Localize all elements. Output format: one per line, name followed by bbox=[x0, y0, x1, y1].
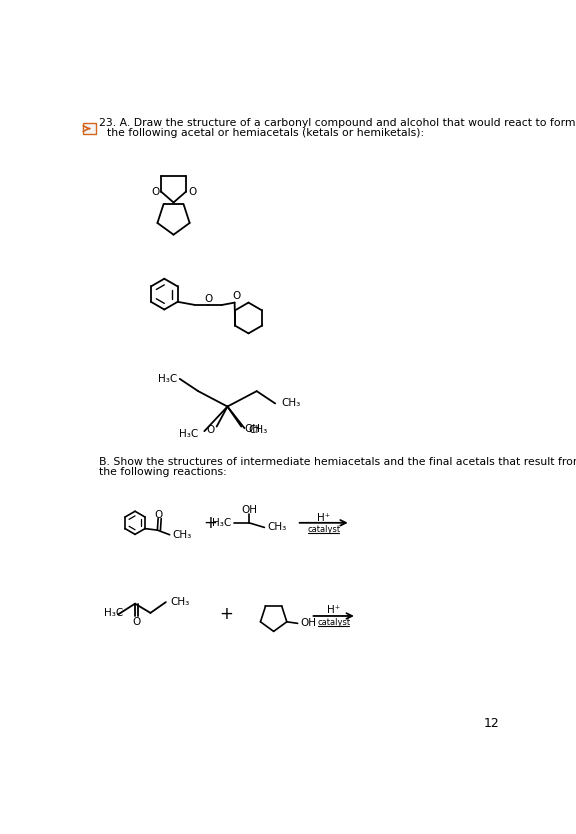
FancyBboxPatch shape bbox=[84, 123, 96, 134]
Text: O: O bbox=[206, 425, 215, 435]
Text: O: O bbox=[232, 291, 240, 301]
Text: H⁺: H⁺ bbox=[327, 605, 340, 615]
Text: the following acetal or hemiacetals (ketals or hemiketals):: the following acetal or hemiacetals (ket… bbox=[107, 128, 425, 138]
Text: the following reactions:: the following reactions: bbox=[99, 467, 226, 477]
Text: CH₃: CH₃ bbox=[172, 530, 192, 540]
Text: OH: OH bbox=[244, 424, 260, 434]
Text: CH₃: CH₃ bbox=[267, 522, 286, 532]
Text: O: O bbox=[155, 510, 163, 520]
Text: 23. A. Draw the structure of a carbonyl compound and alcohol that would react to: 23. A. Draw the structure of a carbonyl … bbox=[99, 118, 575, 128]
Text: H₃C: H₃C bbox=[158, 374, 177, 384]
Text: +: + bbox=[203, 514, 217, 532]
Text: O: O bbox=[204, 294, 213, 304]
Text: CH₃: CH₃ bbox=[281, 399, 300, 409]
Text: H₃C: H₃C bbox=[211, 518, 231, 528]
Text: O: O bbox=[151, 187, 159, 197]
Text: CH₃: CH₃ bbox=[170, 597, 190, 607]
Text: catalyst: catalyst bbox=[307, 525, 340, 535]
Text: CH₃: CH₃ bbox=[249, 425, 268, 435]
Text: OH: OH bbox=[241, 505, 257, 515]
Text: 12: 12 bbox=[484, 717, 499, 731]
Text: H₃C: H₃C bbox=[179, 430, 199, 440]
Text: B. Show the structures of intermediate hemiacetals and the final acetals that re: B. Show the structures of intermediate h… bbox=[99, 457, 576, 467]
Text: OH: OH bbox=[300, 618, 316, 628]
Text: O: O bbox=[188, 187, 196, 197]
Text: H₃C: H₃C bbox=[104, 608, 123, 618]
Text: H⁺: H⁺ bbox=[317, 513, 330, 523]
Text: O: O bbox=[132, 617, 141, 627]
Text: +: + bbox=[219, 605, 233, 624]
Text: catalyst: catalyst bbox=[317, 618, 350, 626]
